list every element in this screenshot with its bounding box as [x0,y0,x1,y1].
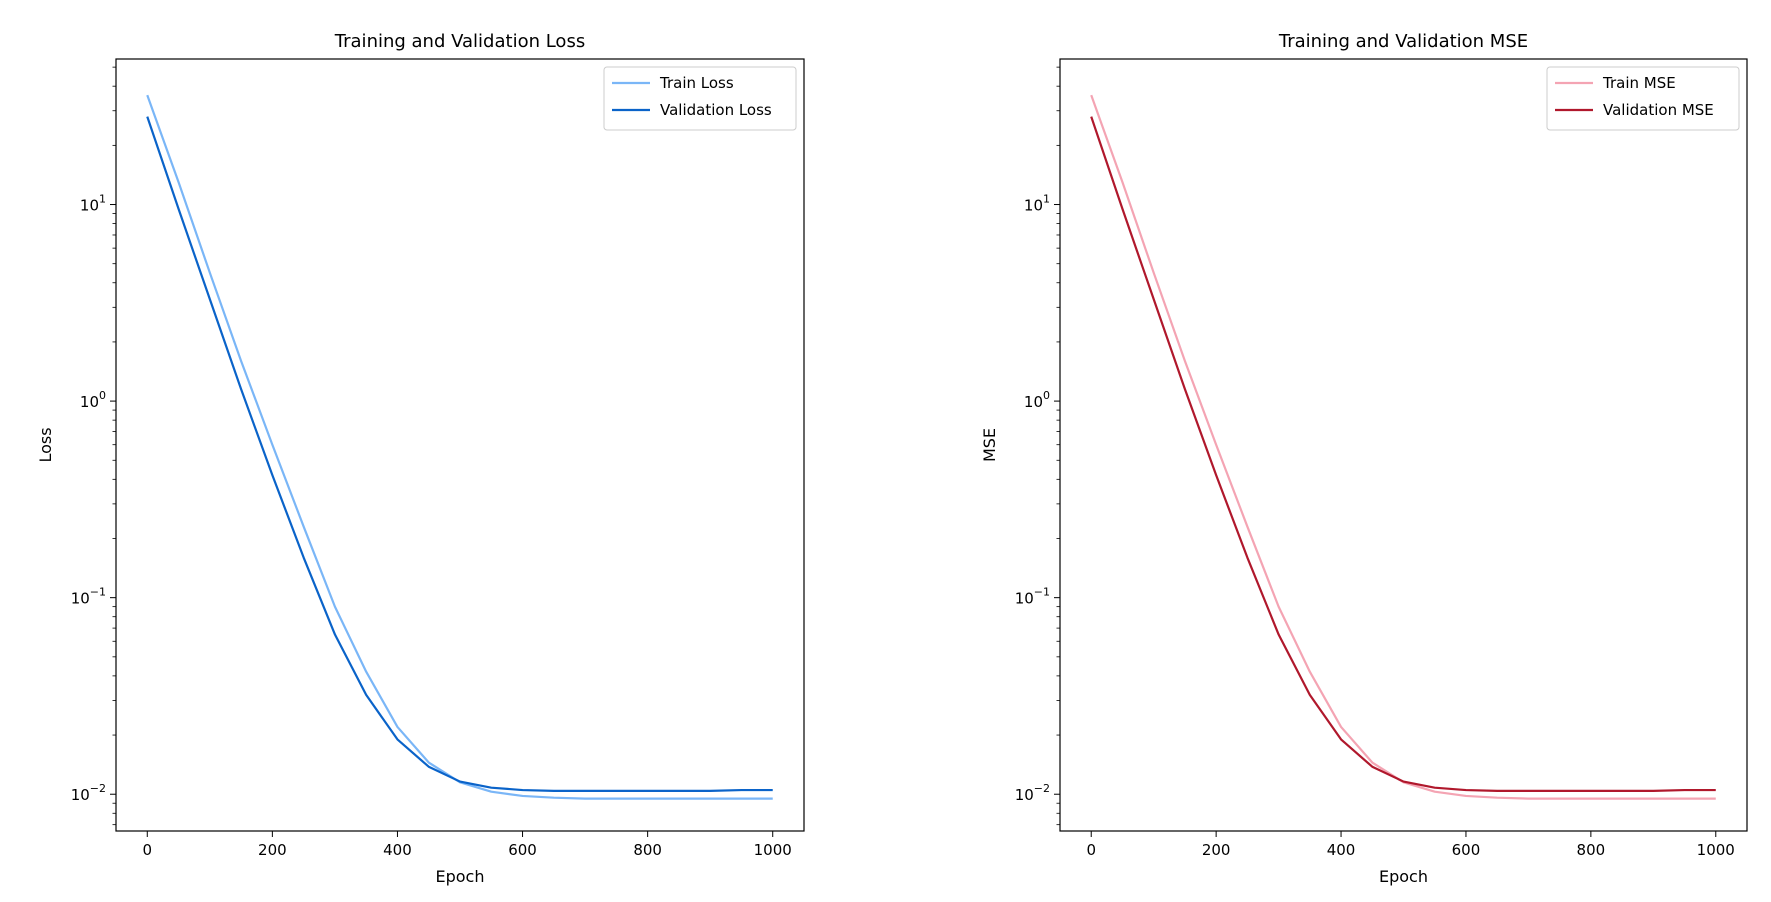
legend: Train MSE Validation MSE [1546,66,1740,131]
legend-label: Validation MSE [1603,101,1714,119]
legend-box [1546,66,1740,131]
chart-title: Training and Validation MSE [1278,31,1528,52]
x-axis-label: Epoch [436,867,485,886]
y-tick-label: 100 [1024,389,1050,411]
y-axis-label: MSE [980,428,999,462]
y-tick-exponent: −2 [1034,782,1050,795]
y-tick-label: 101 [1024,193,1050,215]
x-tick-label: 400 [1327,841,1356,859]
series-line-0 [1090,94,1716,800]
y-tick-label: 10−1 [1015,586,1050,608]
y-tick-label: 10−2 [1015,782,1050,804]
y-tick-exponent: −1 [1034,586,1050,599]
chart-panel-0: Training and Validation Loss Epoch Loss 0 20… [36,31,805,886]
y-tick-label: 10−2 [71,782,106,804]
y-tick-exponent: 1 [1043,193,1050,206]
legend-label: Validation Loss [660,101,772,119]
x-tick-label: 800 [633,841,662,859]
series-line-1 [1090,116,1716,792]
x-tick-label: 600 [1452,841,1481,859]
y-tick-base: 10 [71,590,90,608]
x-tick-label: 0 [1086,841,1096,859]
legend-box [603,66,797,131]
y-tick-base: 10 [80,393,99,411]
y-tick-base: 10 [80,197,99,215]
series-line-0 [146,94,773,800]
x-tick-label: 0 [142,841,152,859]
axes-frame [115,58,805,832]
chart-title: Training and Validation Loss [334,31,585,52]
y-tick-base: 10 [1015,590,1034,608]
y-axis-label: Loss [36,427,55,462]
x-tick-label: 800 [1577,841,1606,859]
y-tick-base: 10 [1024,197,1043,215]
y-tick-exponent: −1 [90,586,106,599]
x-axis-label: Epoch [1379,867,1428,886]
legend: Train Loss Validation Loss [603,66,797,131]
y-tick-label: 101 [80,193,106,215]
x-tick-label: 1000 [1697,841,1735,859]
y-tick-label: 100 [80,389,106,411]
y-tick-base: 10 [71,786,90,804]
x-tick-label: 200 [1202,841,1231,859]
x-tick-label: 200 [258,841,287,859]
series-line-1 [146,116,773,792]
chart-panel-1: Training and Validation MSE Epoch MSE 0 200 4… [980,31,1748,886]
y-tick-exponent: 0 [99,389,106,402]
x-tick-label: 600 [508,841,537,859]
y-tick-base: 10 [1024,393,1043,411]
legend-label: Train Loss [659,74,734,92]
y-tick-exponent: 1 [99,193,106,206]
axes-frame [1059,58,1748,832]
y-tick-base: 10 [1015,786,1034,804]
y-tick-exponent: 0 [1043,389,1050,402]
x-tick-label: 1000 [754,841,792,859]
legend-label: Train MSE [1602,74,1676,92]
x-tick-label: 400 [383,841,412,859]
y-tick-label: 10−1 [71,586,106,608]
y-tick-exponent: −2 [90,782,106,795]
